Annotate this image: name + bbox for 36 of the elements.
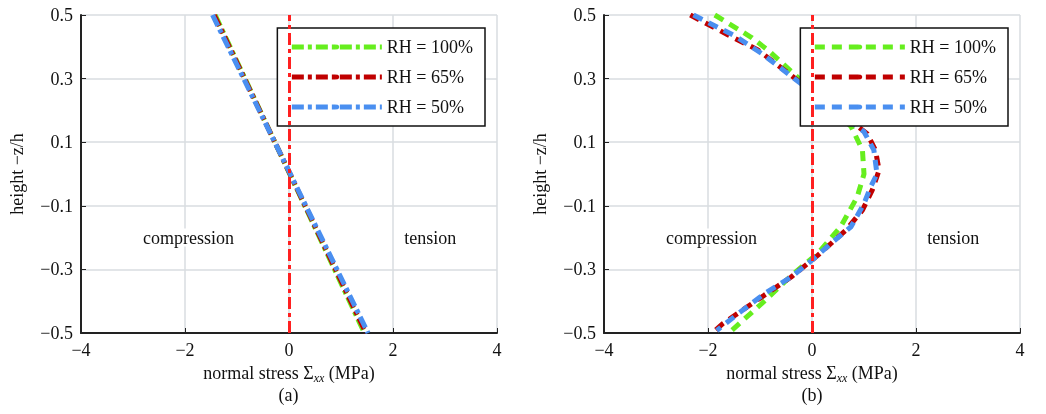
- y-tick-label: −0.1: [40, 195, 73, 216]
- x-tick-label: 0: [807, 340, 817, 360]
- annotation: tension: [404, 227, 457, 248]
- y-tick-label: 0.5: [50, 5, 73, 25]
- y-axis-title: height −z/h: [530, 133, 550, 215]
- text: (b): [801, 385, 823, 406]
- x-tick-label: 4: [492, 340, 502, 360]
- annotation: tension: [927, 227, 980, 248]
- y-tick-label: 0.3: [573, 68, 596, 89]
- y-tick-label: −0.1: [563, 195, 596, 216]
- y-tick-label: −0.5: [563, 323, 596, 343]
- legend-label: RH = 100%: [386, 37, 474, 57]
- x-tick-label: 0: [284, 340, 294, 360]
- legend-label: RH = 100%: [909, 37, 997, 57]
- y-tick-label: 0.5: [573, 5, 596, 25]
- x-tick-label: 4: [1015, 340, 1025, 360]
- y-tick-label: 0.1: [573, 132, 596, 153]
- y-tick-label: −0.3: [40, 259, 73, 280]
- y-tick-label: 0.3: [50, 68, 73, 89]
- legend-label: RH = 65%: [386, 67, 465, 87]
- x-tick-label: −4: [594, 340, 614, 360]
- text: (a): [278, 385, 299, 406]
- x-tick-label: −2: [698, 340, 718, 360]
- y-tick-label: 0.1: [50, 132, 73, 153]
- y-axis-title: height −z/h: [7, 133, 27, 215]
- x-tick-label: 2: [388, 340, 398, 360]
- x-tick-label: −2: [175, 340, 195, 360]
- annotation: compression: [665, 227, 757, 248]
- x-tick-label: −4: [71, 340, 91, 360]
- x-tick-label: 2: [911, 340, 921, 360]
- y-tick-label: −0.5: [40, 323, 73, 343]
- legend-label: RH = 50%: [386, 97, 465, 117]
- legend-label: RH = 65%: [909, 67, 988, 87]
- legend-label: RH = 50%: [909, 97, 988, 117]
- annotation: compression: [142, 227, 234, 248]
- y-tick-label: −0.3: [563, 259, 596, 280]
